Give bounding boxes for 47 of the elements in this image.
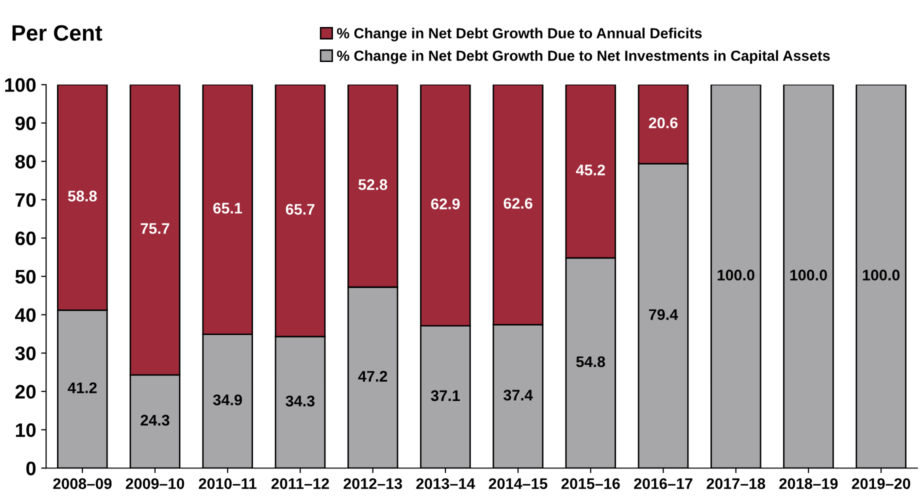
data-label: 79.4: [649, 309, 678, 320]
y-tick-label: 80: [15, 154, 36, 169]
x-tick-label: 2014–15: [488, 478, 548, 490]
y-tick-label: 50: [15, 270, 36, 284]
x-tick-label: 2011–12: [271, 478, 329, 490]
x-tick-label: 2019–20: [852, 478, 910, 490]
data-label: 37.4: [504, 390, 533, 401]
y-tick-label: 90: [15, 116, 36, 130]
data-label: 34.3: [286, 396, 315, 406]
data-label: 41.2: [68, 382, 97, 394]
data-label: 62.6: [504, 198, 532, 209]
y-axis-title: Per Cent: [12, 25, 102, 41]
data-label: 52.8: [358, 179, 388, 190]
y-tick-label: 30: [15, 346, 36, 360]
data-label: 45.2: [576, 164, 605, 176]
data-label: 65.7: [286, 204, 314, 215]
data-label: 34.9: [213, 394, 242, 406]
x-tick-label: 2015–16: [561, 478, 620, 490]
data-label: 20.6: [648, 117, 678, 128]
data-label: 100.0: [862, 270, 900, 280]
legend-label: % Change in Net Debt Growth Due to Net Investments in Capital Assets: [337, 50, 830, 64]
x-tick-label: 2009–10: [126, 478, 184, 490]
data-label: 100.0: [718, 270, 754, 280]
x-tick-label: 2008–09: [53, 478, 112, 490]
y-tick-label: 40: [15, 308, 36, 322]
data-label: 100.0: [790, 270, 827, 280]
y-tick-label: 60: [15, 232, 36, 246]
x-tick-label: 2013–14: [416, 478, 476, 490]
x-tick-label: 2012–13: [344, 478, 402, 490]
data-label: 24.3: [140, 414, 170, 426]
y-tick-label: 0: [26, 462, 36, 476]
x-tick-label: 2017–18: [706, 478, 766, 490]
y-tick-label: 100: [5, 78, 36, 92]
y-tick-label: 10: [16, 423, 36, 438]
data-label: 65.1: [213, 202, 242, 214]
data-label: 47.2: [358, 370, 388, 382]
x-tick-label: 2010–11: [198, 478, 257, 490]
x-tick-label: 2016–17: [634, 478, 692, 490]
data-label: 75.7: [140, 223, 170, 234]
legend-label: % Change in Net Debt Growth Due to Annual Deficits: [337, 28, 702, 42]
data-label: 54.8: [576, 356, 606, 368]
y-tick-label: 20: [15, 384, 36, 399]
x-tick-label: 2018–19: [779, 478, 838, 490]
data-label: 58.8: [68, 190, 97, 202]
data-label: 37.1: [430, 390, 460, 402]
data-label: 62.9: [431, 198, 460, 210]
y-tick-label: 70: [16, 193, 36, 207]
